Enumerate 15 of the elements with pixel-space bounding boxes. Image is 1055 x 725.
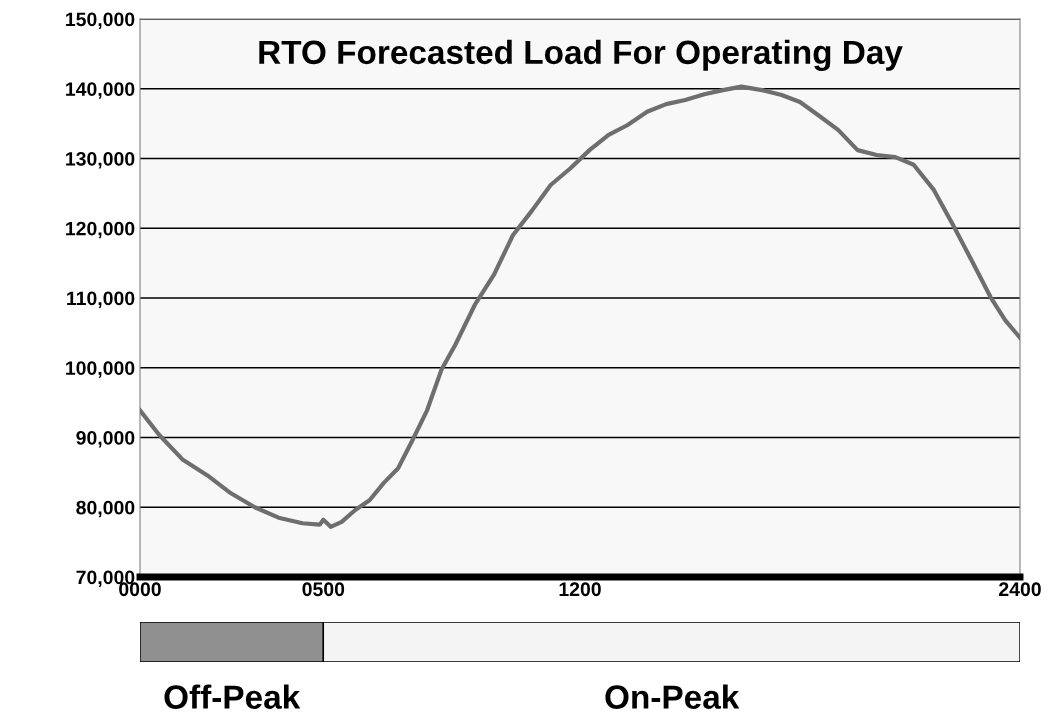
y-tick-label: 120,000 — [66, 221, 135, 239]
text: RTO Forecasted Load For Operating Day — [259, 39, 903, 71]
y-tick-label: 110,000 — [67, 291, 135, 309]
y-tick-label: 140,000 — [66, 82, 135, 99]
y-tick-label: 90,000 — [76, 430, 135, 448]
y-tick-label: 150,000 — [66, 12, 135, 30]
series-label: On-Peak — [605, 684, 740, 709]
y-tick-label: 80,000 — [76, 500, 135, 518]
x-tick-label: 2400 — [999, 582, 1041, 597]
x-tick-label: 0500 — [302, 582, 345, 597]
series-label: Off-Peak — [164, 684, 301, 709]
y-tick-label: 130,000 — [66, 151, 135, 169]
line-series — [140, 84, 1020, 529]
y-tick-label: 100,000 — [66, 361, 135, 378]
x-tick-label: 1200 — [559, 582, 601, 597]
